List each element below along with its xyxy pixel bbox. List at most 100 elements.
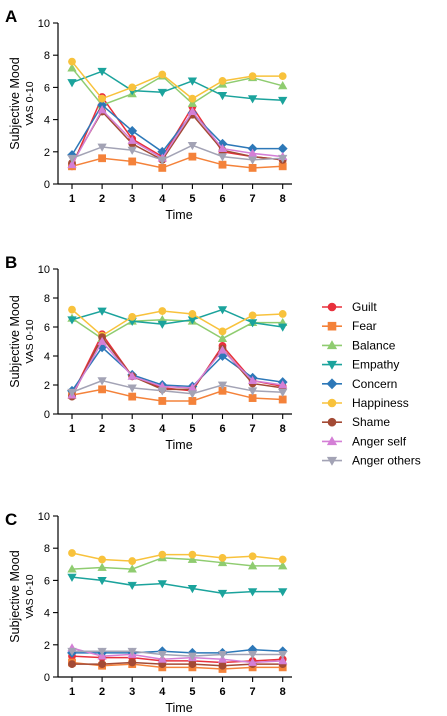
data-point-anger-self [127,135,137,144]
data-point-balance [127,564,137,573]
y-tick-label: 0 [44,409,50,421]
legend-label: Empathy [352,358,399,372]
x-tick-label: 6 [219,686,225,698]
data-point-empathy [247,95,258,104]
data-point-anger-self [247,375,258,385]
legend-label: Balance [352,338,396,352]
x-tick-label: 3 [129,686,135,698]
y-axis-sublabel: VAS 0-10 [24,81,36,125]
data-point-concern [277,143,288,154]
y-tick-label: 8 [44,543,50,555]
data-point-fear [278,162,287,171]
series-line-balance [71,557,283,570]
y-tick-label: 2 [44,380,50,392]
data-point-fear [188,152,197,161]
data-point-anger-others [157,156,167,165]
data-point-happiness [68,305,76,314]
data-point-shame [98,660,106,669]
data-point-empathy [217,306,228,315]
series-line-shame [71,110,283,164]
data-point-anger-others [67,154,77,163]
y-tick-label: 10 [38,264,50,276]
data-point-empathy [127,581,137,590]
y-tick-label: 10 [38,511,50,523]
data-point-happiness [158,70,167,79]
legend-label: Fear [352,319,377,333]
data-point-fear [128,392,137,401]
data-point-shame [128,658,137,667]
data-point-anger-self [247,657,258,666]
data-point-anger-others [278,651,288,660]
data-point-anger-others [127,384,137,393]
series-line-anger-others [71,379,283,395]
series-happiness [68,549,287,565]
y-axis-label: Subjective Mood [8,295,22,387]
legend-item-balance: Balance [322,338,396,352]
data-point-happiness [98,94,106,103]
legend-item-anger-self: Anger self [322,434,407,448]
series-line-concern [71,346,283,392]
x-tick-label: 5 [189,193,195,205]
series-line-concern [72,648,283,654]
data-point-anger-self [278,656,288,665]
y-tick-label: 2 [44,640,50,652]
y-axis-sublabel: VAS 0-10 [24,574,36,618]
data-point-happiness [218,553,227,562]
series-line-balance [71,317,283,340]
legend-item-guilt: Guilt [322,300,377,314]
series-anger-others [67,141,288,165]
data-point-happiness [68,57,76,66]
data-point-anger-others [97,143,107,152]
data-point-happiness [188,310,197,318]
data-point-balance [278,81,288,90]
panel-label: B [5,253,17,272]
y-tick-label: 6 [44,322,50,334]
x-tick-label: 8 [280,686,286,698]
data-point-happiness [278,72,287,81]
series-line-anger-others [71,144,283,161]
data-point-empathy [67,316,77,325]
data-point-happiness [158,550,167,559]
data-point-empathy [187,77,198,86]
data-point-balance [67,63,77,72]
legend-item-happiness: Happiness [322,396,409,410]
data-point-anger-others [127,146,137,155]
series-anger-others [67,647,288,661]
data-point-anger-self [217,143,228,152]
data-point-fear [98,385,106,394]
series-line-fear [71,155,283,169]
x-tick-label: 6 [219,193,225,205]
y-axis-label: Subjective Mood [8,57,22,149]
data-point-fear [218,160,227,169]
data-point-fear [158,397,167,405]
data-point-happiness [98,555,106,564]
data-point-anger-others [127,647,137,656]
y-tick-label: 2 [44,147,50,159]
x-tick-label: 8 [280,193,286,205]
x-tick-label: 1 [69,686,75,698]
data-point-anger-others [187,141,198,151]
data-point-anger-others [247,387,258,396]
x-tick-label: 5 [189,423,195,435]
data-point-happiness [218,327,227,336]
series-line-fear [71,388,283,402]
data-point-anger-others [217,651,228,660]
legend-marker-guilt [327,302,337,312]
data-point-empathy [278,323,288,332]
data-point-empathy [278,588,288,597]
legend-label: Anger self [352,434,407,448]
x-tick-label: 2 [99,423,105,435]
x-tick-label: 5 [189,686,195,698]
series-empathy [67,573,288,599]
data-point-shame [218,661,227,670]
series-line-happiness [71,61,283,100]
series-line-empathy [71,308,283,328]
series-anger-self [67,336,288,399]
legend-marker-happiness [327,398,337,408]
data-point-empathy [157,320,167,329]
series-line-balance [71,67,283,107]
data-point-fear [248,164,257,172]
data-point-anger-self [97,336,107,345]
